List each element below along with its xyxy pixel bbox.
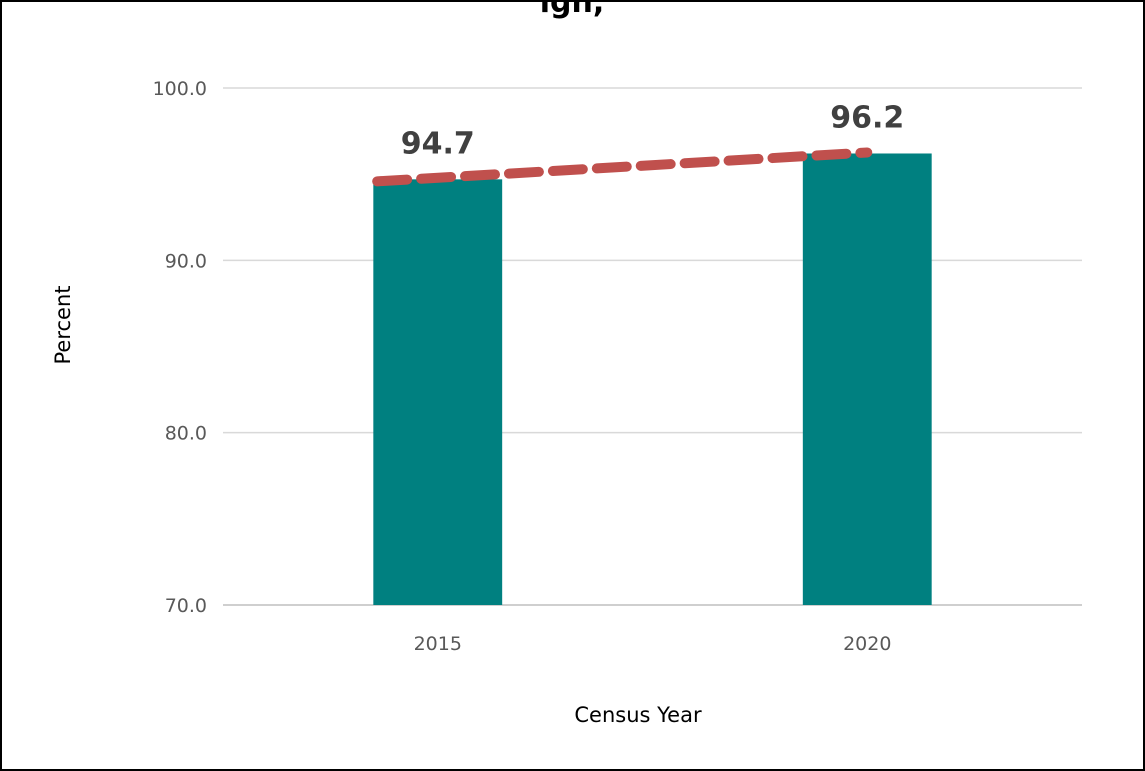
chart-title: igh, — [540, 0, 605, 20]
bar-2015 — [373, 179, 503, 605]
bar-2020 — [802, 153, 932, 605]
tick-labels: 70.0 80.0 90.0 100.0 2015 2020 — [153, 78, 892, 655]
bars — [373, 153, 932, 605]
y-tick-label: 100.0 — [153, 78, 207, 100]
data-labels: 94.7 96.2 — [401, 100, 905, 161]
trendline — [372, 147, 873, 187]
y-axis-title: Percent — [51, 285, 75, 364]
y-tick-label: 70.0 — [165, 595, 207, 617]
x-tick-label: 2015 — [414, 633, 462, 655]
data-label-2015: 94.7 — [401, 126, 475, 161]
trendline-layer — [372, 147, 873, 187]
y-tick-label: 80.0 — [165, 423, 207, 445]
x-tick-label: 2020 — [843, 633, 891, 655]
data-label-2020: 96.2 — [830, 100, 904, 135]
y-tick-label: 90.0 — [165, 250, 207, 272]
x-axis-title: Census Year — [574, 703, 702, 727]
gridlines — [223, 87, 1082, 606]
